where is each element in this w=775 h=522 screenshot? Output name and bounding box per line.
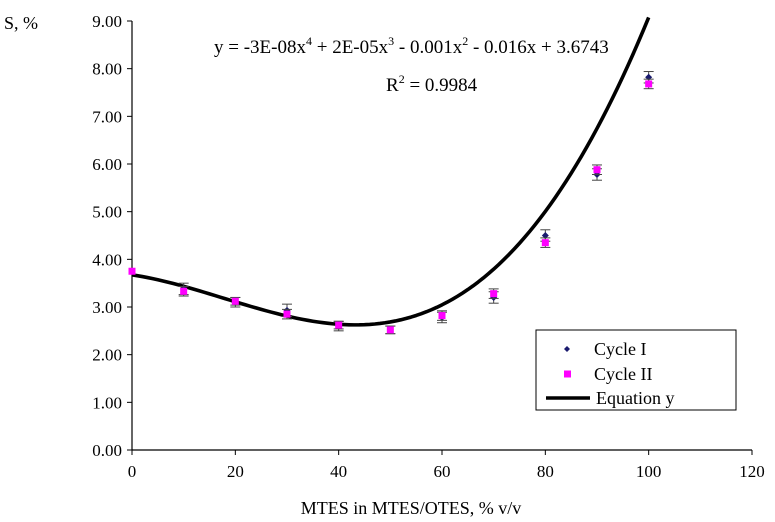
x-tick-label: 120: [739, 462, 765, 481]
cycle-ii-point: [593, 166, 601, 174]
y-tick-label: 4.00: [92, 250, 122, 269]
legend-label: Cycle II: [594, 364, 652, 384]
equation-curve-layer: [131, 16, 651, 327]
y-tick-label: 6.00: [92, 155, 122, 174]
x-tick-label: 100: [636, 462, 662, 481]
x-axis-title: MTES in MTES/OTES, % v/v: [301, 498, 522, 518]
legend-label: Equation y: [596, 388, 675, 408]
x-tick-label: 40: [330, 462, 347, 481]
legend: Cycle I Cycle II Equation y: [535, 329, 737, 411]
equation-term-2: - 0.001x: [394, 37, 463, 58]
equation-term-1: - 0.016x + 3.6743: [468, 37, 609, 58]
legend-item: Cycle I: [564, 339, 646, 359]
y-tick-label: 0.00: [92, 441, 122, 460]
r2-sup: 2: [399, 72, 405, 86]
cycle-ii-point: [180, 287, 188, 295]
data-points-layer: [128, 71, 654, 335]
y-tick-label: 9.00: [92, 12, 122, 31]
legend-label: Cycle I: [594, 339, 646, 359]
cycle-ii-point: [438, 312, 446, 320]
cycle-ii-point: [490, 290, 498, 298]
y-tick-label: 3.00: [92, 298, 122, 317]
y-tick-label: 2.00: [92, 346, 122, 365]
y-axis-title: S, %: [4, 13, 38, 33]
r2-value: = 0.9984: [405, 75, 478, 96]
x-tick-label: 60: [434, 462, 451, 481]
x-tick-label: 20: [227, 462, 244, 481]
cycle-ii-point: [645, 80, 653, 88]
cycle-ii-point: [283, 310, 291, 318]
legend-diamond-swatch: [564, 346, 570, 352]
ticks: 0.00 1.00 2.00 3.00 4.00 5.00 6.00 7.00 8.00 9.00…: [92, 12, 765, 481]
r-squared-annotation: R2 = 0.9984: [386, 72, 478, 96]
cycle-ii-point: [231, 297, 239, 305]
cycle-ii-point: [386, 326, 394, 334]
y-tick-label: 5.00: [92, 203, 122, 222]
legend-item: Equation y: [546, 388, 675, 408]
x-tick-label: 0: [128, 462, 137, 481]
equation-term-3: + 2E-05x: [312, 37, 389, 58]
y-tick-label: 7.00: [92, 107, 122, 126]
equation-exp-3: 3: [388, 34, 394, 48]
cycle-i-point: [541, 232, 549, 239]
x-tick-label: 80: [537, 462, 554, 481]
legend-square-swatch: [564, 370, 571, 378]
legend-item: Cycle II: [564, 364, 652, 384]
cycle-ii-point: [128, 267, 136, 275]
equation-curve: [131, 16, 651, 327]
equation-exp-4: 4: [306, 34, 312, 48]
equation-annotation: y = -3E-08x4 + 2E-05x3 - 0.001x2 - 0.016…: [214, 34, 609, 58]
equation-prefix: y = -3E-08x: [214, 37, 306, 58]
r2-prefix: R: [386, 75, 399, 96]
y-tick-label: 1.00: [92, 393, 122, 412]
equation-exp-2: 2: [462, 34, 468, 48]
cycle-ii-point: [335, 321, 343, 329]
cycle-ii-point: [541, 239, 549, 247]
y-tick-label: 8.00: [92, 60, 122, 79]
